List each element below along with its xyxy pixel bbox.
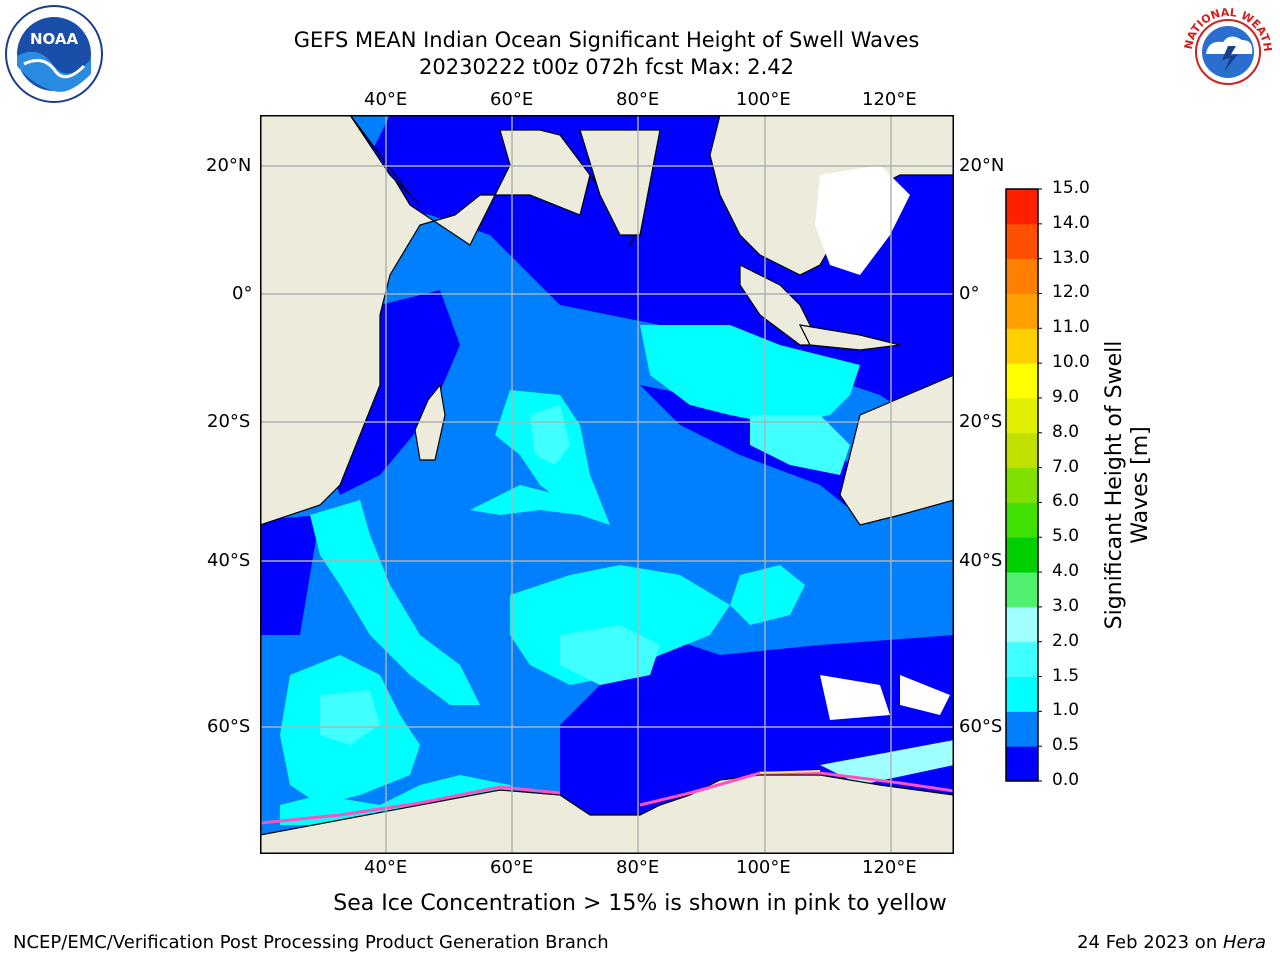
lat-label-right: 60°S [959,716,1003,737]
footer-date: 24 Feb 2023 on Hera [1077,932,1266,953]
colorbar-segment [1006,363,1038,399]
colorbar-segment [1006,711,1038,747]
lon-label-bottom: 40°E [364,857,408,878]
colorbar-segment [1006,397,1038,434]
colorbar-tick-label: 1.5 [1052,665,1080,686]
colorbar-tick-label: 12.0 [1052,282,1090,303]
colorbar-segment [1006,502,1038,538]
colorbar-segment [1006,223,1038,260]
no-data-patches [815,165,950,720]
lon-label-bottom: 60°E [490,857,534,878]
colorbar-segment [1006,467,1038,503]
sea-ice-band [260,770,954,825]
colorbar-segment [1006,606,1038,643]
colorbar-tick-label: 7.0 [1052,456,1080,477]
colorbar-segment [1006,641,1038,678]
sea-ice-caption: Sea Ice Concentration > 15% is shown in … [333,891,947,916]
colorbar-tick-label: 11.0 [1052,317,1090,338]
swell-band-1.5-2.0m [320,405,850,745]
colorbar-tick-label: 6.0 [1052,491,1080,512]
lat-label-left: 60°S [207,716,251,737]
lon-label-top: 60°E [490,89,534,110]
nws-logo: NATIONAL WEATHER SERVICE [1178,2,1275,99]
footer-credit: NCEP/EMC/Verification Post Processing Pr… [13,932,609,953]
colorbar-tick-label: 10.0 [1052,352,1090,373]
colorbar-tick-label: 15.0 [1052,178,1090,198]
lon-label-top: 100°E [736,89,791,110]
colorbar-tick-label: 3.0 [1052,595,1080,616]
colorbar-segment [1006,746,1038,782]
colorbar-frame [1005,188,1039,782]
footer-date-text: 24 Feb 2023 on [1077,932,1223,953]
colorbar-segment [1006,572,1038,608]
colorbar-tick-label: 0.0 [1052,770,1080,790]
lat-label-left: 20°S [207,411,251,432]
colorbar-segment [1006,293,1038,329]
colorbar-segment [1006,258,1038,294]
lon-label-bottom: 120°E [862,857,917,878]
colorbar-tick-label: 5.0 [1052,526,1080,547]
graticule [260,115,954,854]
noaa-logo-text: NOAA [30,30,79,48]
lon-label-bottom: 100°E [736,857,791,878]
colorbar [1005,188,1042,782]
swell-band-2.0-3.0m [820,740,954,785]
footer-host: Hera [1222,932,1266,953]
colorbar-segment [1006,432,1038,469]
colorbar-tick-label: 0.5 [1052,735,1080,756]
lat-label-left: 20°N [206,155,252,176]
lat-label-left: 0° [232,283,253,304]
noaa-logo: NOAA [5,5,103,103]
lon-label-bottom: 80°E [616,857,660,878]
colorbar-segment [1006,676,1038,712]
colorbar-tick-label: 13.0 [1052,247,1090,268]
lat-label-right: 20°N [959,155,1005,176]
lon-label-top: 120°E [862,89,917,110]
colorbar-tick-label: 8.0 [1052,421,1080,442]
colorbar-segment [1006,537,1038,573]
colorbar-tick-label: 9.0 [1052,386,1080,407]
lat-label-right: 40°S [959,550,1003,571]
colorbar-segment [1006,328,1038,364]
lon-label-top: 80°E [616,89,660,110]
lat-label-right: 20°S [959,411,1003,432]
colorbar-tick-label: 2.0 [1052,630,1080,651]
ocean-map [260,115,954,854]
colorbar-tick-label: 1.0 [1052,700,1080,721]
colorbar-segment [1006,189,1038,225]
lat-label-right: 0° [959,283,980,304]
lon-label-top: 40°E [364,89,408,110]
map-title: GEFS MEAN Indian Ocean Significant Heigh… [293,28,920,52]
lat-label-left: 40°S [207,550,251,571]
colorbar-tick-label: 14.0 [1052,212,1090,233]
map-subtitle: 20230222 t00z 072h fcst Max: 2.42 [419,55,794,79]
colorbar-title: Significant Height of Swell Waves [m] [1102,340,1153,630]
colorbar-tick-label: 4.0 [1052,561,1080,582]
map-frame [260,115,954,854]
